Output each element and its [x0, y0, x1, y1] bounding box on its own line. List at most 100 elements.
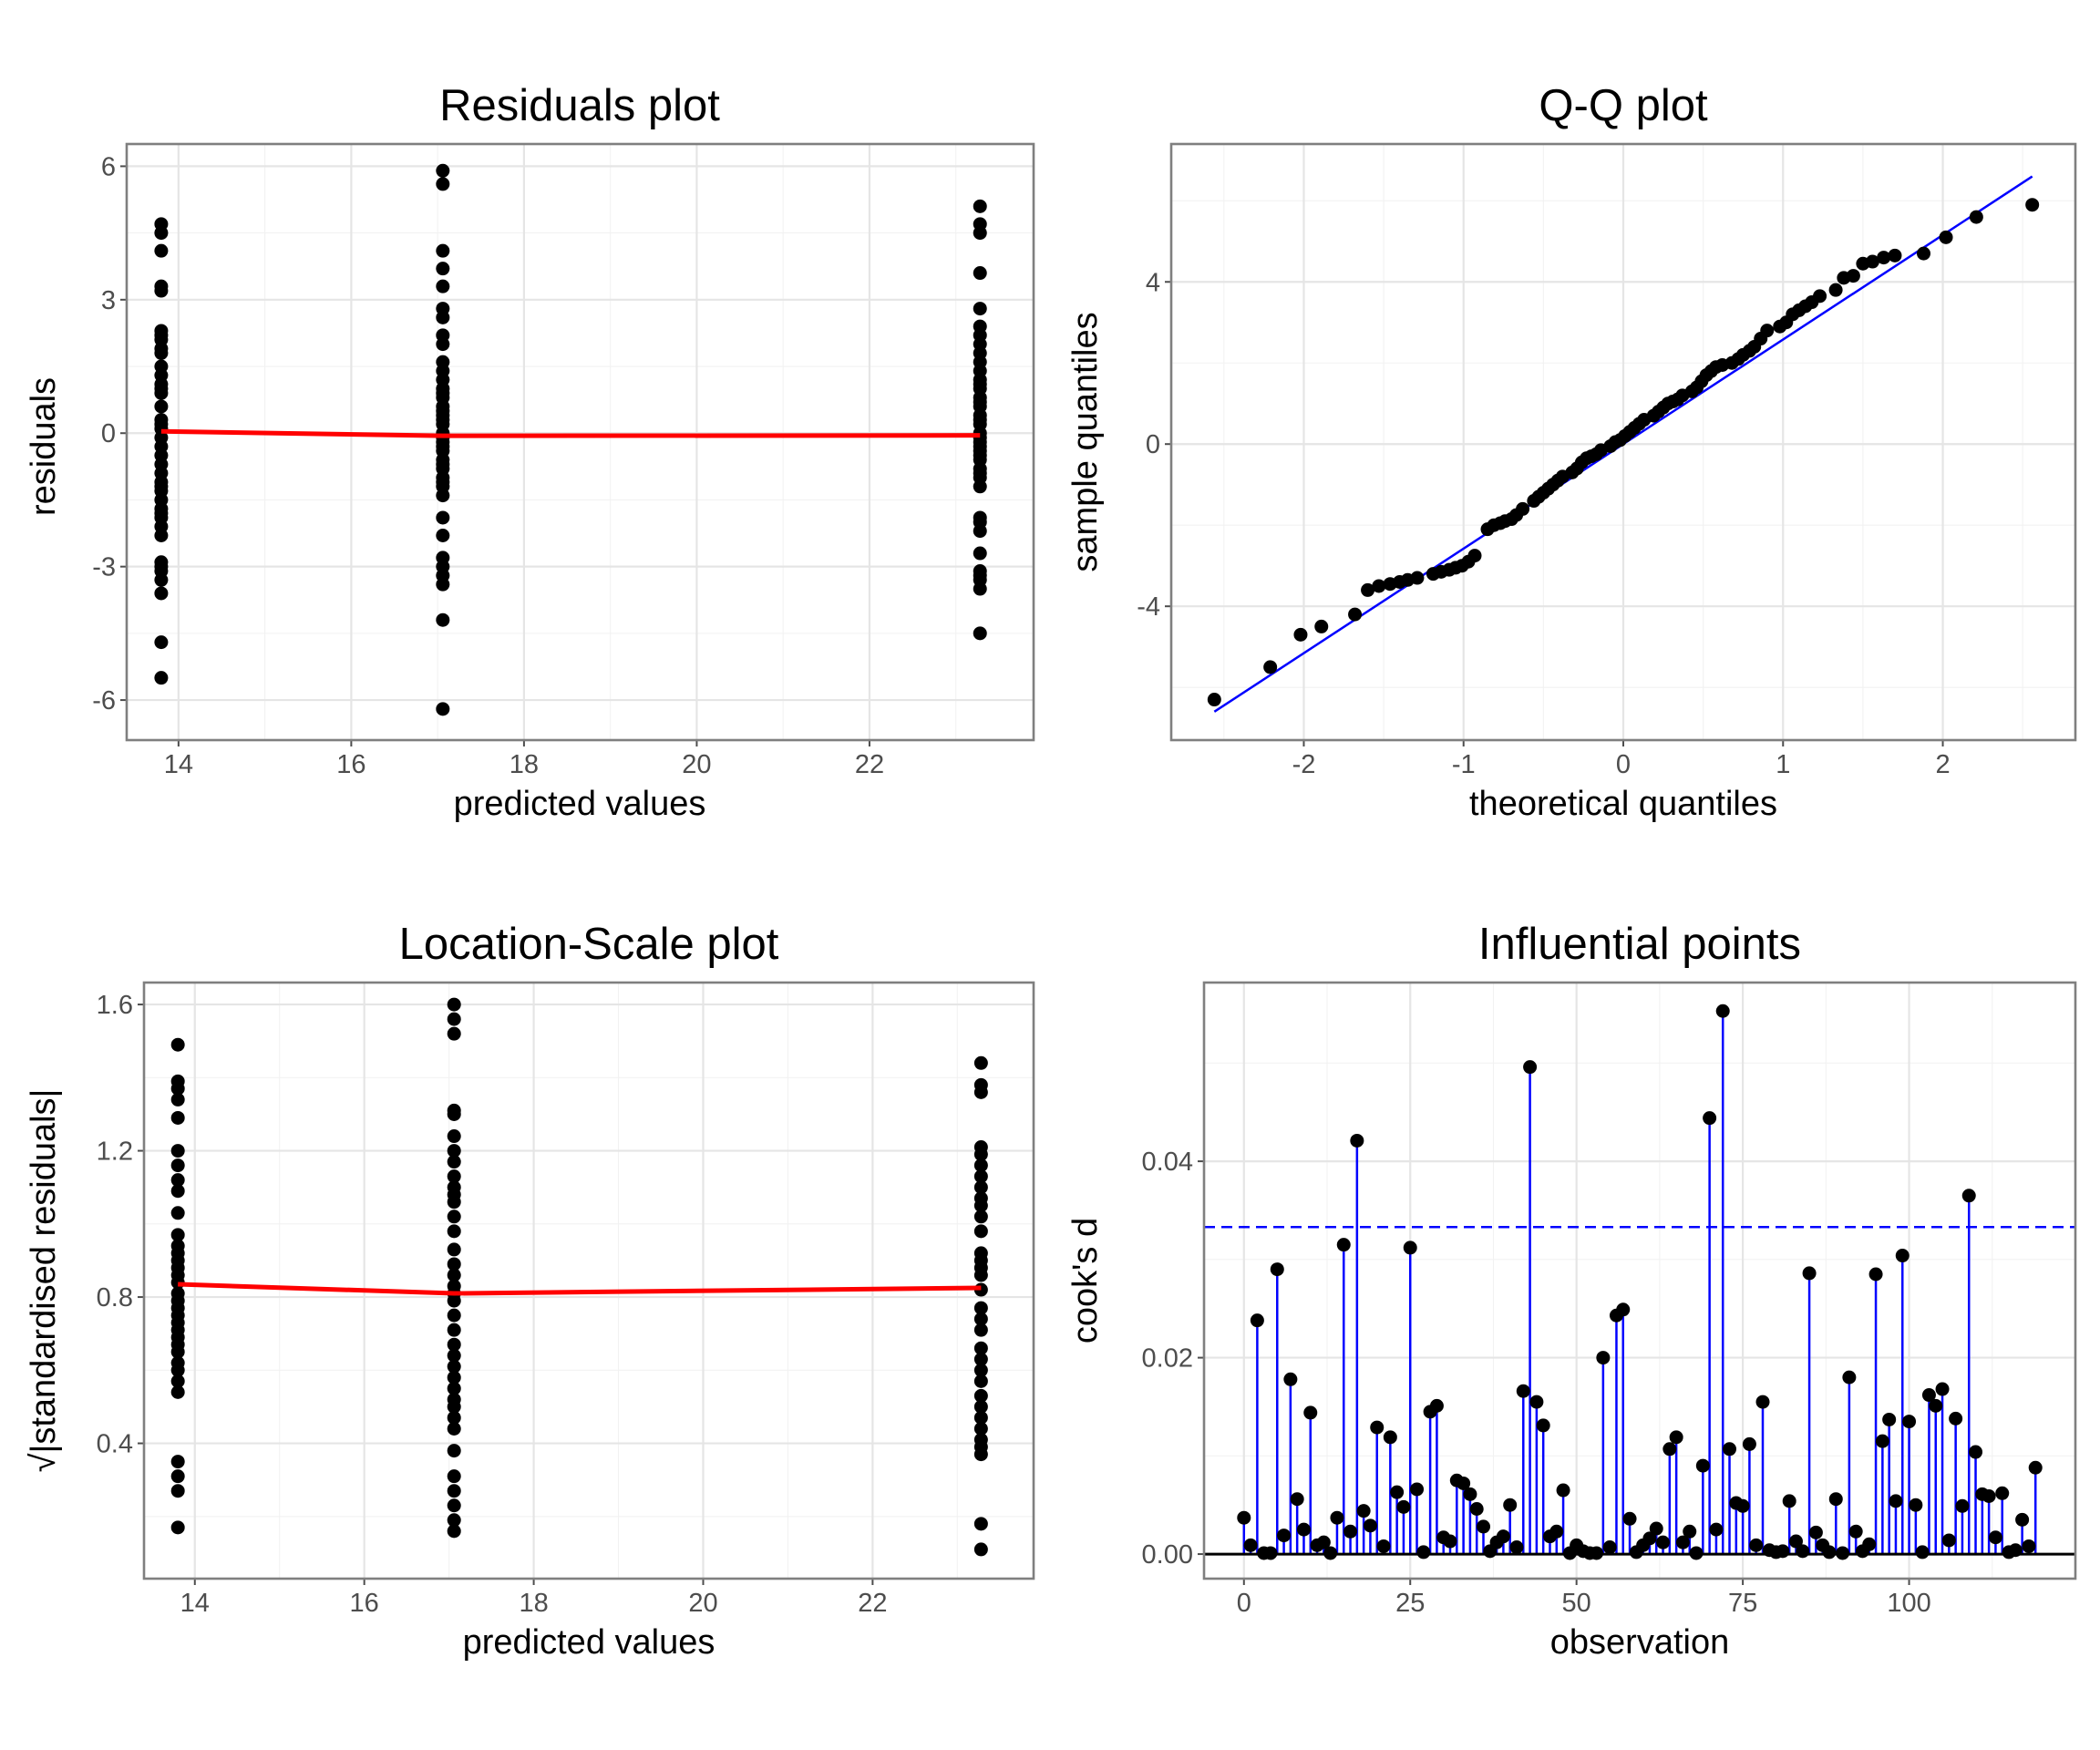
data-point	[973, 1148, 988, 1162]
data-point	[1675, 1535, 1690, 1549]
data-point	[1669, 1430, 1683, 1445]
data-point	[1846, 269, 1860, 283]
data-point	[973, 1169, 988, 1184]
data-point	[447, 1224, 461, 1239]
data-point	[436, 528, 450, 542]
x-tick-label: 1	[1776, 750, 1790, 779]
data-point	[1549, 1524, 1564, 1539]
data-point	[447, 1129, 461, 1144]
data-point	[1796, 1544, 1810, 1559]
data-point	[1503, 1498, 1518, 1512]
x-tick-label: 75	[1728, 1589, 1757, 1618]
data-point	[1709, 1522, 1724, 1537]
data-point	[1336, 1238, 1351, 1252]
data-point	[1283, 1372, 1298, 1386]
data-point	[447, 1524, 461, 1539]
data-point	[1877, 251, 1891, 265]
data-point	[1749, 1538, 1764, 1552]
data-point	[1642, 1531, 1657, 1546]
data-point	[1735, 1498, 1750, 1513]
x-tick-label: 22	[858, 1589, 887, 1618]
data-point	[447, 1144, 461, 1158]
data-point	[1868, 1267, 1883, 1282]
data-point	[973, 568, 987, 582]
data-point	[1828, 283, 1843, 297]
data-point	[1523, 1060, 1538, 1075]
panel-title: Residuals plot	[439, 81, 720, 130]
x-tick-label: 20	[688, 1589, 717, 1618]
data-point	[1723, 1442, 1737, 1457]
data-point	[447, 1268, 461, 1282]
data-point	[436, 279, 450, 293]
panel-title: Location-Scale plot	[399, 920, 779, 969]
data-point	[447, 1498, 461, 1513]
data-point	[154, 506, 169, 520]
data-point	[973, 1399, 988, 1414]
data-point	[447, 1359, 461, 1374]
data-point	[973, 226, 987, 241]
data-point	[1376, 1539, 1391, 1553]
y-tick-label: 0.02	[1142, 1344, 1193, 1374]
data-point	[1915, 1545, 1930, 1560]
data-point	[973, 510, 987, 525]
panel-border	[125, 142, 1035, 742]
panel-border	[1169, 142, 2077, 742]
location-scale-panel: 14 16 18 20 22 0.4 0.8 1.2 1.6 Location-Scale plo…	[25, 920, 1035, 1662]
data-point	[973, 199, 987, 213]
y-tick-label: -6	[92, 686, 116, 715]
data-point	[973, 1388, 988, 1403]
data-point	[1895, 1249, 1910, 1263]
x-axis-title: predicted values	[454, 785, 706, 823]
data-point	[973, 364, 987, 378]
data-point	[1263, 660, 1278, 674]
data-point	[154, 342, 169, 356]
data-point	[436, 475, 450, 489]
data-point	[1808, 1525, 1823, 1539]
data-point	[1529, 1395, 1544, 1409]
data-point	[1755, 1395, 1770, 1409]
x-tick-label: 20	[682, 750, 711, 779]
data-point	[2008, 1543, 2023, 1558]
data-point	[170, 1092, 185, 1107]
data-point	[973, 1312, 988, 1326]
data-point	[973, 377, 987, 392]
data-point	[1596, 1351, 1611, 1365]
data-point	[1536, 1418, 1550, 1433]
data-point	[1516, 501, 1530, 516]
data-point	[1316, 1535, 1331, 1549]
data-point	[973, 1085, 988, 1099]
data-point	[436, 364, 450, 378]
x-tick-label: 50	[1562, 1589, 1591, 1618]
residuals-panel: 14 16 18 20 22 -6 -3 0 3 6 Residuals plot predicted…	[25, 81, 1035, 823]
data-point	[1909, 1498, 1923, 1512]
data-point	[1888, 248, 1902, 262]
data-point	[436, 612, 450, 627]
data-point	[154, 572, 169, 587]
data-point	[1902, 1415, 1917, 1429]
data-point	[973, 1158, 988, 1173]
data-point	[447, 1444, 461, 1458]
data-point	[447, 1421, 461, 1436]
data-point	[1323, 1546, 1338, 1560]
trend-line	[160, 428, 981, 438]
data-point	[1383, 1430, 1397, 1445]
data-point	[973, 1268, 988, 1282]
data-point	[1250, 1313, 1264, 1328]
data-point	[170, 1184, 185, 1199]
data-point	[1622, 1511, 1637, 1526]
data-point	[973, 1224, 988, 1239]
data-point	[973, 1374, 988, 1388]
data-point	[170, 1037, 185, 1052]
data-point	[1882, 1412, 1897, 1426]
data-point	[1556, 1483, 1570, 1498]
data-point	[447, 1308, 461, 1323]
data-point	[973, 302, 987, 316]
data-point	[447, 1012, 461, 1026]
data-point	[170, 1206, 185, 1220]
data-point	[436, 510, 450, 525]
data-point	[1372, 579, 1386, 593]
plot-background	[144, 983, 1034, 1579]
data-point	[973, 439, 987, 454]
data-point	[973, 1301, 988, 1315]
data-point	[973, 582, 987, 596]
